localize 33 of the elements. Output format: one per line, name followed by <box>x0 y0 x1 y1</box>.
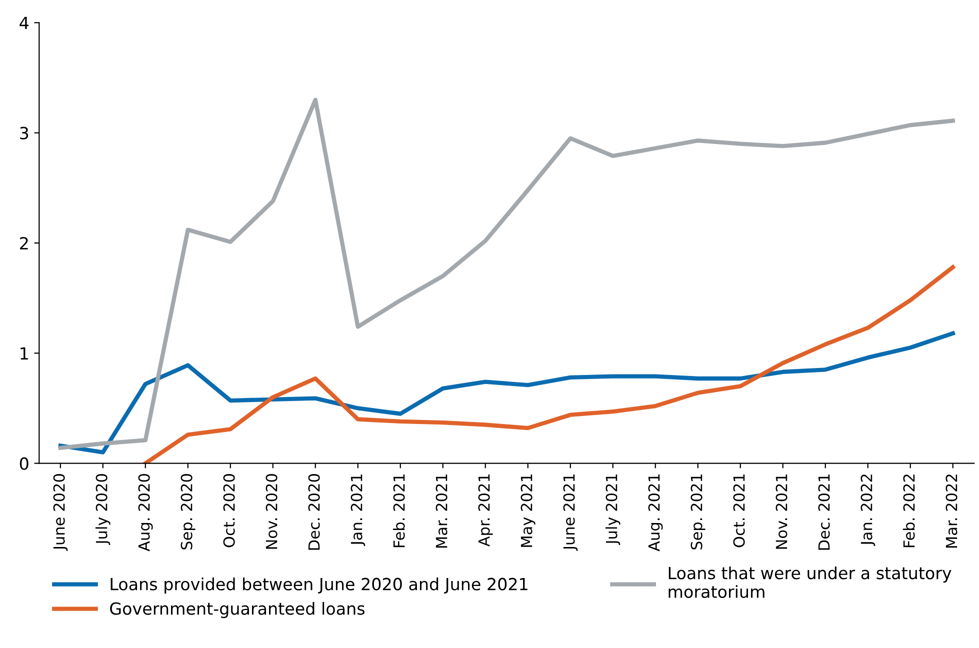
y-tick-label: 0 <box>20 457 28 470</box>
x-tick-label: Aug. 2021 <box>648 474 663 552</box>
x-tick-label: June 2020 <box>53 474 68 551</box>
y-tick-label: 1 <box>20 347 28 360</box>
x-tick-label: Sep. 2021 <box>690 474 706 550</box>
y-tick-label: 4 <box>20 16 29 30</box>
x-tick-label: Dec. 2020 <box>308 474 320 550</box>
x-tick-label: Oct. 2020 <box>223 474 235 548</box>
x-tick-label: Apr. 2021 <box>478 474 493 547</box>
y-tick-label: 3 <box>20 126 28 140</box>
y-tick-label: 2 <box>20 236 28 250</box>
x-tick-label: Aug. 2020 <box>138 474 153 552</box>
x-tick-label: Jan. 2021 <box>350 474 366 546</box>
line-series <box>58 331 955 454</box>
x-tick-label: May 2021 <box>520 474 536 547</box>
x-tick-label: Nov. 2020 <box>266 474 278 549</box>
legend-label: Loans provided between June 2020 and June 2021 <box>110 578 528 594</box>
x-tick-label: Nov. 2021 <box>776 474 788 549</box>
x-tick-label: Oct. 2021 <box>733 474 745 548</box>
line-series <box>143 265 955 464</box>
x-tick-label: Dec. 2021 <box>818 474 830 550</box>
x-tick-label: Jan. 2022 <box>860 474 876 546</box>
x-tick-label: June 2021 <box>563 474 578 551</box>
x-tick-label: Mar. 2021 <box>436 474 448 548</box>
line-series <box>58 98 955 450</box>
x-tick-label: Feb. 2022 <box>902 474 915 548</box>
x-tick-label: July 2020 <box>96 474 110 546</box>
x-tick-label: Mar. 2022 <box>946 474 958 548</box>
x-tick-label: Sep. 2020 <box>180 474 196 550</box>
legend-label: Loans that were under a statutory moratorium <box>668 566 952 598</box>
x-tick-label: July 2021 <box>605 474 620 546</box>
legend-label: Government-guaranteed loans <box>110 602 364 618</box>
x-tick-label: Feb. 2021 <box>392 474 405 548</box>
